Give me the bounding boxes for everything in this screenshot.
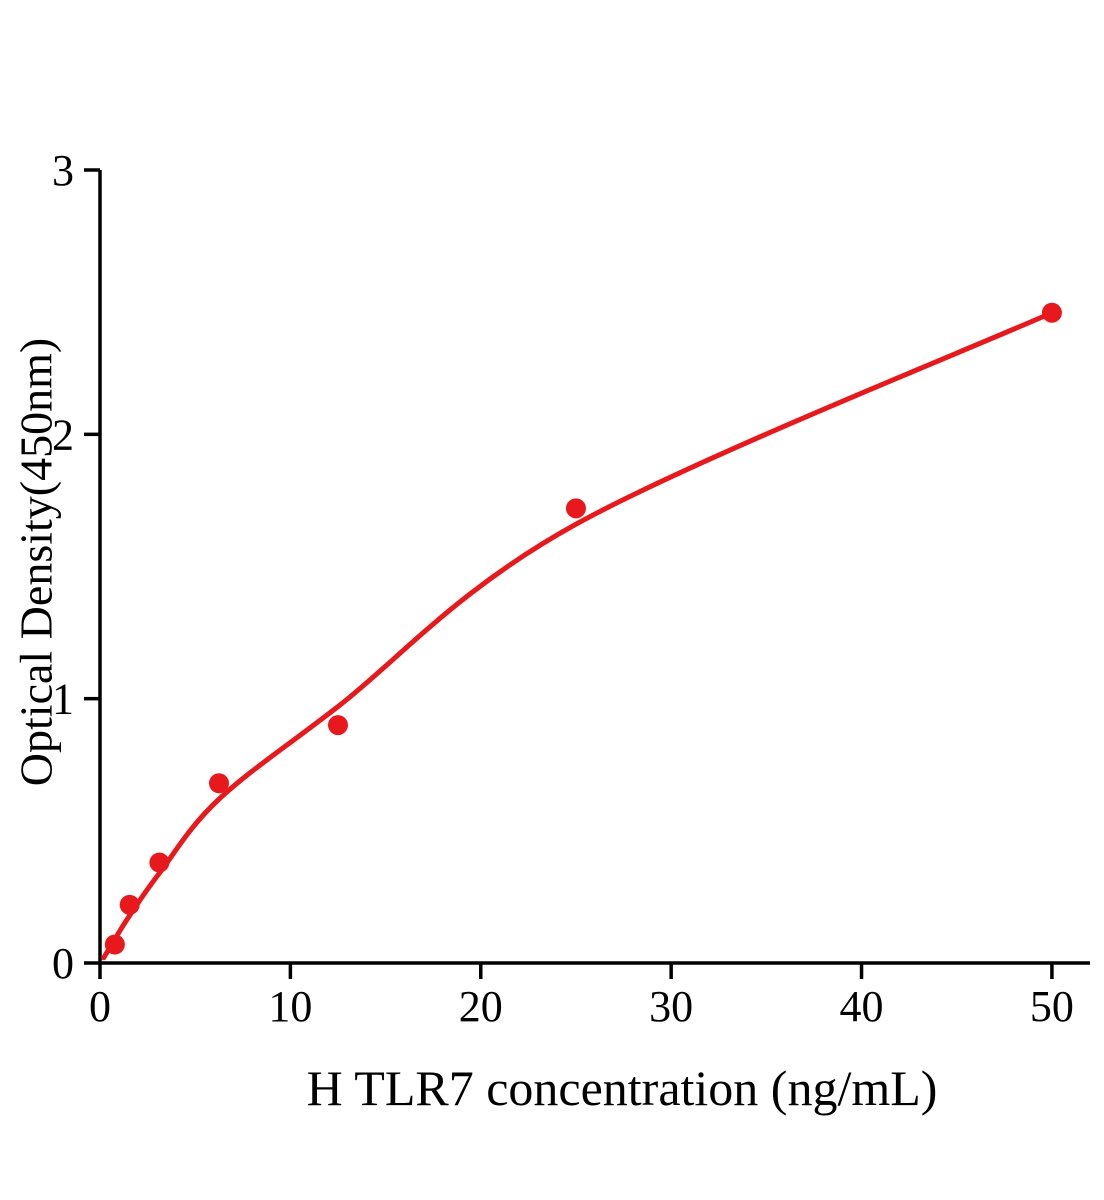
- y-tick-label: 2: [52, 410, 74, 459]
- data-point: [104, 934, 125, 955]
- x-tick-label: 40: [840, 982, 884, 1031]
- x-tick-label: 0: [89, 982, 111, 1031]
- data-point: [208, 773, 229, 794]
- data-point: [149, 852, 170, 873]
- data-point: [327, 715, 348, 736]
- y-tick-label: 3: [52, 146, 74, 195]
- x-tick-label: 50: [1030, 982, 1074, 1031]
- data-point: [119, 894, 140, 915]
- data-point: [1041, 302, 1062, 323]
- fit-curve: [101, 310, 1055, 961]
- data-point: [565, 498, 586, 519]
- x-tick-label: 30: [649, 982, 693, 1031]
- y-tick-label: 0: [52, 939, 74, 988]
- x-tick-label: 20: [459, 982, 503, 1031]
- y-tick-label: 1: [52, 675, 74, 724]
- x-tick-label: 10: [268, 982, 312, 1031]
- y-axis-title: Optical Density(450nm): [10, 337, 62, 787]
- x-axis-title: H TLR7 concentration (ng/mL): [306, 1060, 938, 1116]
